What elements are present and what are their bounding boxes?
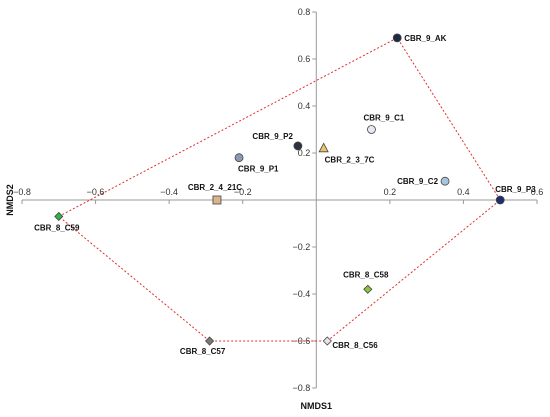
point-cbr-9-p3 [495,195,505,205]
x-tick-label: −0.4 [160,187,178,197]
x-tick-label: −0.8 [13,187,31,197]
x-axis-title: NMDS1 [301,401,333,411]
point-cbr-2-3-7c [318,142,329,153]
y-tick-label: −0.6 [293,336,311,346]
point-cbr-9-c1 [367,125,376,134]
y-tick-label: −0.2 [293,242,311,252]
point-cbr-8-c57 [205,336,215,346]
point-cbr-8-c59 [54,211,64,222]
label-cbr-9-c1: CBR_9_C1 [363,114,404,123]
label-cbr-8-c57: CBR_8_C57 [180,347,226,356]
y-tick-label: 0.8 [298,7,311,17]
point-cbr-9-p2 [293,141,303,151]
label-cbr-8-c58: CBR_8_C58 [343,270,389,279]
label-cbr-9-ak: CBR_9_AK [404,34,446,43]
point-cbr-8-c58 [363,284,373,294]
y-tick-label: 0.2 [298,148,311,158]
point-cbr-9-ak [392,33,402,43]
label-cbr-8-c56: CBR_8_C56 [332,341,378,350]
x-tick-label: −0.6 [87,187,105,197]
label-cbr-9-p2: CBR_9_P2 [252,132,293,141]
tick-labels: −0.8 −0.6 −0.4 −0.2 0.2 0.4 0.6 0.8 0.6 0.4 0.2 −0.… [13,7,543,393]
y-tick-label: 0.6 [298,54,311,64]
data-points [54,33,505,346]
label-cbr-9-c2: CBR_9_C2 [397,177,438,186]
label-cbr-2-4-21c: CBR_2_4_21C [188,183,242,192]
label-cbr-8-c59: CBR_8_C59 [34,223,80,232]
y-tick-label: −0.8 [293,383,311,393]
x-tick-label: −0.2 [234,187,252,197]
label-cbr-9-p1: CBR_9_P1 [238,165,279,174]
label-cbr-2-3-7c: CBR_2_3_7C [325,155,375,164]
y-tick-label: −0.4 [293,289,311,299]
y-tick-label: 0.4 [298,101,311,111]
hull-outline [58,37,501,342]
point-cbr-9-c2 [440,176,450,186]
label-cbr-9-p3: CBR_9_P3 [495,185,536,194]
point-labels: CBR_9_AK CBR_9_C1 CBR_9_P2 CBR_2_3_7C CBR_9_… [34,34,536,356]
x-tick-label: 0.6 [531,187,544,197]
y-axis-title: NMDS2 [5,184,15,216]
point-cbr-9-p1 [234,153,244,163]
x-tick-label: 0.4 [457,187,470,197]
point-cbr-8-c56 [322,336,332,346]
axes [21,11,538,389]
x-tick-label: 0.2 [384,187,397,197]
convex-hull [58,37,501,342]
point-cbr-2-4-21c [212,195,222,205]
